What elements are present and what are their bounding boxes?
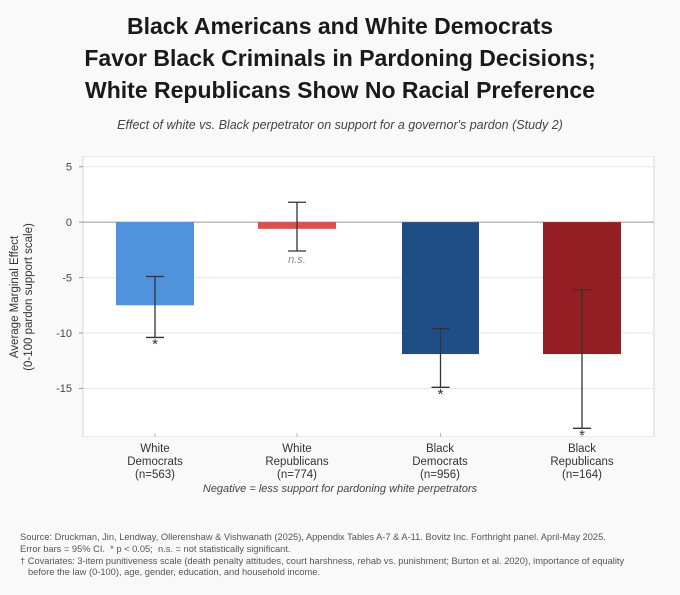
svg-text:n.s.: n.s. (288, 254, 306, 266)
svg-text:-15: -15 (56, 383, 72, 395)
svg-text:5: 5 (66, 162, 72, 174)
svg-text:0: 0 (66, 217, 72, 229)
svg-text:-10: -10 (56, 328, 72, 340)
svg-text:(0-100 pardon support scale): (0-100 pardon support scale) (23, 223, 35, 371)
svg-text:-5: -5 (62, 272, 72, 284)
svg-text:*: * (438, 386, 444, 403)
svg-text:Average Marginal Effect: Average Marginal Effect (9, 235, 21, 358)
svg-text:*: * (152, 336, 158, 353)
